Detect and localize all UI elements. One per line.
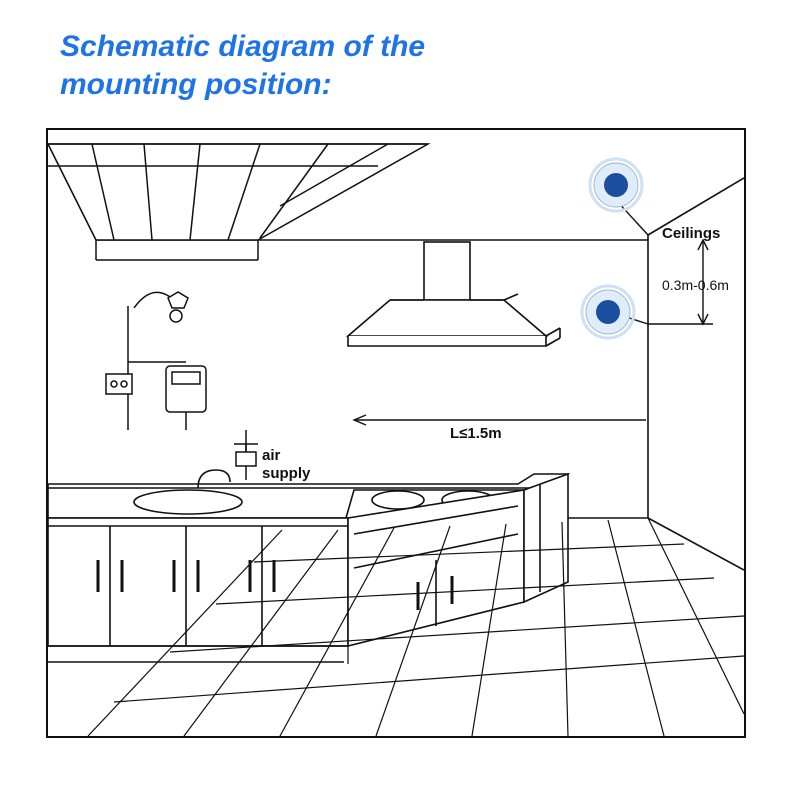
ceiling-beams	[48, 144, 648, 260]
diagram-title: Schematic diagram of themounting positio…	[60, 28, 425, 103]
air-supply-label-l1: air	[262, 447, 281, 464]
air-supply-label-l2: supply	[262, 465, 311, 482]
diagram-frame: Ceilings 0.3m-0.6m	[46, 128, 746, 738]
sensor-ceiling	[590, 159, 648, 235]
gas-fixtures	[106, 292, 206, 430]
horizontal-distance-label: L≤1.5m	[450, 425, 502, 442]
schematic-svg: Ceilings 0.3m-0.6m	[48, 130, 744, 736]
sensor-wall	[582, 286, 648, 338]
ceilings-label: Ceilings	[662, 225, 720, 242]
horizontal-measure	[354, 415, 646, 425]
range-hood	[348, 242, 560, 346]
air-supply	[234, 430, 258, 480]
wall-distance-label: 0.3m-0.6m	[662, 277, 729, 293]
